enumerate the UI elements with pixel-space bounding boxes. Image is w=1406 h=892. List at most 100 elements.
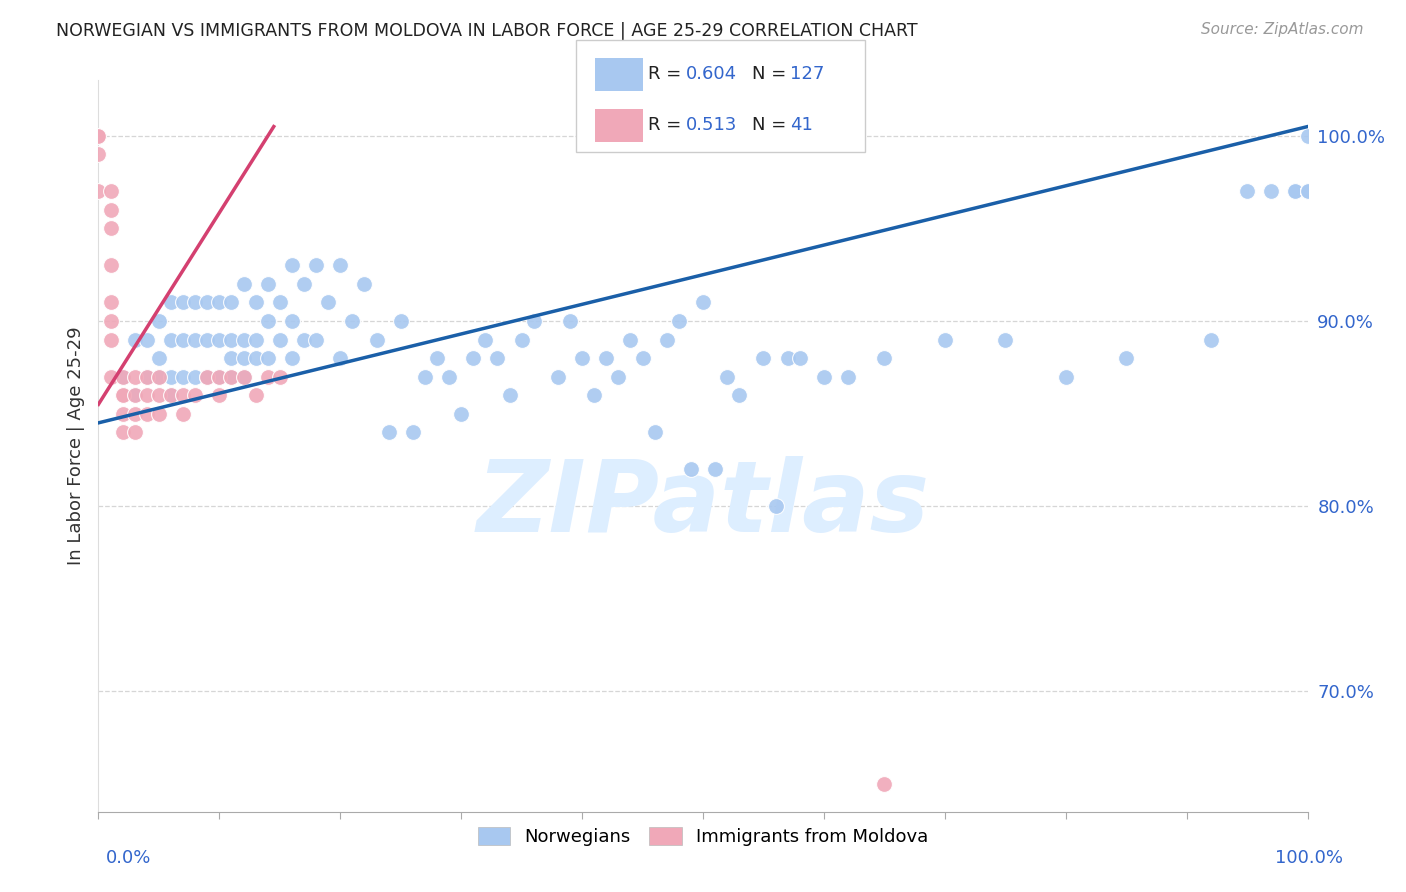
Point <box>1296 185 1319 199</box>
Point <box>148 388 170 402</box>
Point <box>245 388 267 402</box>
Point <box>160 388 183 402</box>
Point <box>100 185 122 199</box>
Point <box>1054 369 1077 384</box>
Text: 0.604: 0.604 <box>686 65 737 83</box>
Point <box>619 333 641 347</box>
Point <box>124 425 146 439</box>
Point <box>232 277 254 291</box>
Point <box>148 351 170 365</box>
Point <box>256 369 278 384</box>
Point <box>547 369 569 384</box>
Point <box>873 351 896 365</box>
Point <box>148 369 170 384</box>
Legend: Norwegians, Immigrants from Moldova: Norwegians, Immigrants from Moldova <box>468 818 938 855</box>
Point <box>195 333 218 347</box>
Point <box>124 407 146 421</box>
Point <box>558 314 581 328</box>
Point <box>789 351 811 365</box>
Point <box>100 202 122 217</box>
Point <box>195 369 218 384</box>
Point <box>100 333 122 347</box>
Point <box>765 499 787 513</box>
Point <box>486 351 509 365</box>
Point <box>437 369 460 384</box>
Point <box>100 369 122 384</box>
Point <box>111 369 134 384</box>
Point <box>1296 185 1319 199</box>
Point <box>1296 185 1319 199</box>
Text: R =: R = <box>648 65 688 83</box>
Point <box>994 333 1017 347</box>
Point <box>172 407 194 421</box>
Point <box>111 388 134 402</box>
Point <box>813 369 835 384</box>
Point <box>269 333 291 347</box>
Point <box>316 295 339 310</box>
Point <box>184 333 207 347</box>
Point <box>87 185 110 199</box>
Point <box>245 351 267 365</box>
Point <box>607 369 630 384</box>
Point <box>281 351 304 365</box>
Point <box>148 369 170 384</box>
Point <box>752 351 775 365</box>
Point <box>135 369 157 384</box>
Point <box>124 388 146 402</box>
Point <box>208 388 231 402</box>
Point <box>426 351 449 365</box>
Text: Source: ZipAtlas.com: Source: ZipAtlas.com <box>1201 22 1364 37</box>
Text: 0.513: 0.513 <box>686 116 738 134</box>
Point <box>1296 185 1319 199</box>
Point <box>160 333 183 347</box>
Point <box>195 369 218 384</box>
Text: 100.0%: 100.0% <box>1275 849 1343 867</box>
Point <box>221 369 243 384</box>
Point <box>1296 128 1319 143</box>
Point <box>111 425 134 439</box>
Point <box>366 333 388 347</box>
Point <box>498 388 520 402</box>
Point <box>256 277 278 291</box>
Point <box>1296 185 1319 199</box>
Point <box>1296 185 1319 199</box>
Point <box>389 314 412 328</box>
Text: ZIPatlas: ZIPatlas <box>477 456 929 553</box>
Point <box>148 314 170 328</box>
Point <box>1296 185 1319 199</box>
Point <box>668 314 690 328</box>
Point <box>1296 185 1319 199</box>
Point <box>1199 333 1222 347</box>
Point <box>655 333 678 347</box>
Point <box>716 369 738 384</box>
Point <box>474 333 496 347</box>
Point <box>245 295 267 310</box>
Point <box>342 314 364 328</box>
Point <box>100 295 122 310</box>
Point <box>631 351 654 365</box>
Point <box>100 259 122 273</box>
Text: 127: 127 <box>790 65 824 83</box>
Point <box>281 314 304 328</box>
Point <box>728 388 751 402</box>
Point <box>256 351 278 365</box>
Point <box>172 295 194 310</box>
Point <box>135 388 157 402</box>
Text: N =: N = <box>752 116 792 134</box>
Point <box>195 295 218 310</box>
Point <box>111 407 134 421</box>
Point <box>1296 185 1319 199</box>
Point <box>353 277 375 291</box>
Point <box>402 425 425 439</box>
Text: R =: R = <box>648 116 688 134</box>
Point <box>135 407 157 421</box>
Point <box>184 295 207 310</box>
Point <box>208 369 231 384</box>
Point <box>1284 185 1306 199</box>
Point <box>87 147 110 161</box>
Point <box>232 351 254 365</box>
Point <box>281 259 304 273</box>
Point <box>1260 185 1282 199</box>
Point <box>1296 185 1319 199</box>
Point <box>1296 185 1319 199</box>
